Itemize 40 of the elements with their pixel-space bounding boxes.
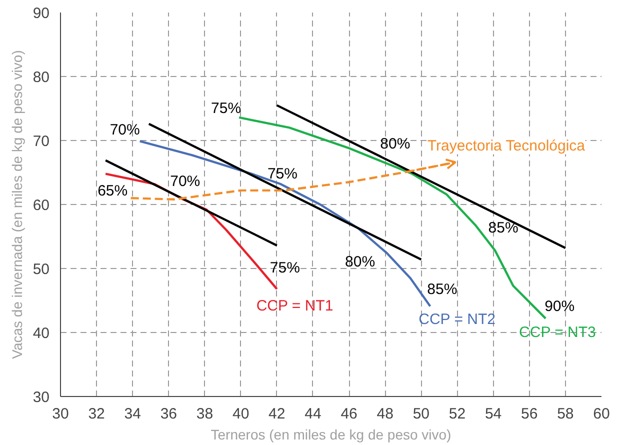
- annotation: 85%: [427, 280, 458, 298]
- x-tick-label: 36: [160, 406, 178, 422]
- annotation: 80%: [345, 254, 376, 271]
- x-tick-label: 58: [557, 406, 574, 422]
- x-tick-label: 38: [196, 406, 214, 422]
- x-tick-label: 50: [412, 406, 430, 422]
- x-tick-label: 54: [484, 406, 502, 422]
- x-tick-label: 44: [304, 406, 322, 422]
- x-tick-label: 52: [448, 406, 466, 422]
- series-label: Trayectoria Tecnológica: [427, 137, 586, 154]
- series-label: CCP = NT3: [519, 324, 596, 341]
- series-label: CCP = NT2: [418, 310, 496, 328]
- y-axis-title: Vacas de invernada (en miles de kg de peso vivo): [8, 50, 25, 359]
- annotation: 70%: [170, 172, 200, 190]
- y-tick-label: 40: [32, 325, 50, 342]
- annotation: 90%: [544, 298, 575, 315]
- annotation: 70%: [110, 122, 140, 139]
- x-tick-label: 34: [124, 406, 141, 422]
- series-label: CCP = NT1: [256, 297, 334, 314]
- y-tick-label: 60: [32, 197, 50, 214]
- y-tick-label: 70: [32, 133, 50, 150]
- annotation: 65%: [98, 182, 128, 200]
- y-tick-label: 90: [32, 5, 50, 22]
- x-tick-label: 56: [521, 406, 538, 422]
- x-axis-title: Terneros (en miles de kg de peso vivo): [210, 426, 452, 442]
- annotation: 75%: [267, 166, 298, 183]
- y-tick-label: 80: [32, 69, 50, 86]
- x-tick-label: 30: [52, 406, 69, 422]
- x-tick-label: 32: [88, 406, 105, 422]
- x-tick-label: 46: [340, 406, 358, 422]
- x-tick-label: 60: [593, 406, 610, 422]
- x-tick-label: 48: [376, 406, 394, 422]
- annotation: 85%: [488, 219, 518, 236]
- annotation: 75%: [211, 100, 242, 117]
- x-tick-label: 40: [232, 406, 250, 422]
- y-tick-label: 50: [32, 261, 50, 278]
- x-tick-label: 42: [268, 406, 286, 422]
- annotation: 75%: [270, 259, 300, 276]
- annotation: 80%: [380, 135, 410, 152]
- y-tick-label: 30: [32, 389, 50, 406]
